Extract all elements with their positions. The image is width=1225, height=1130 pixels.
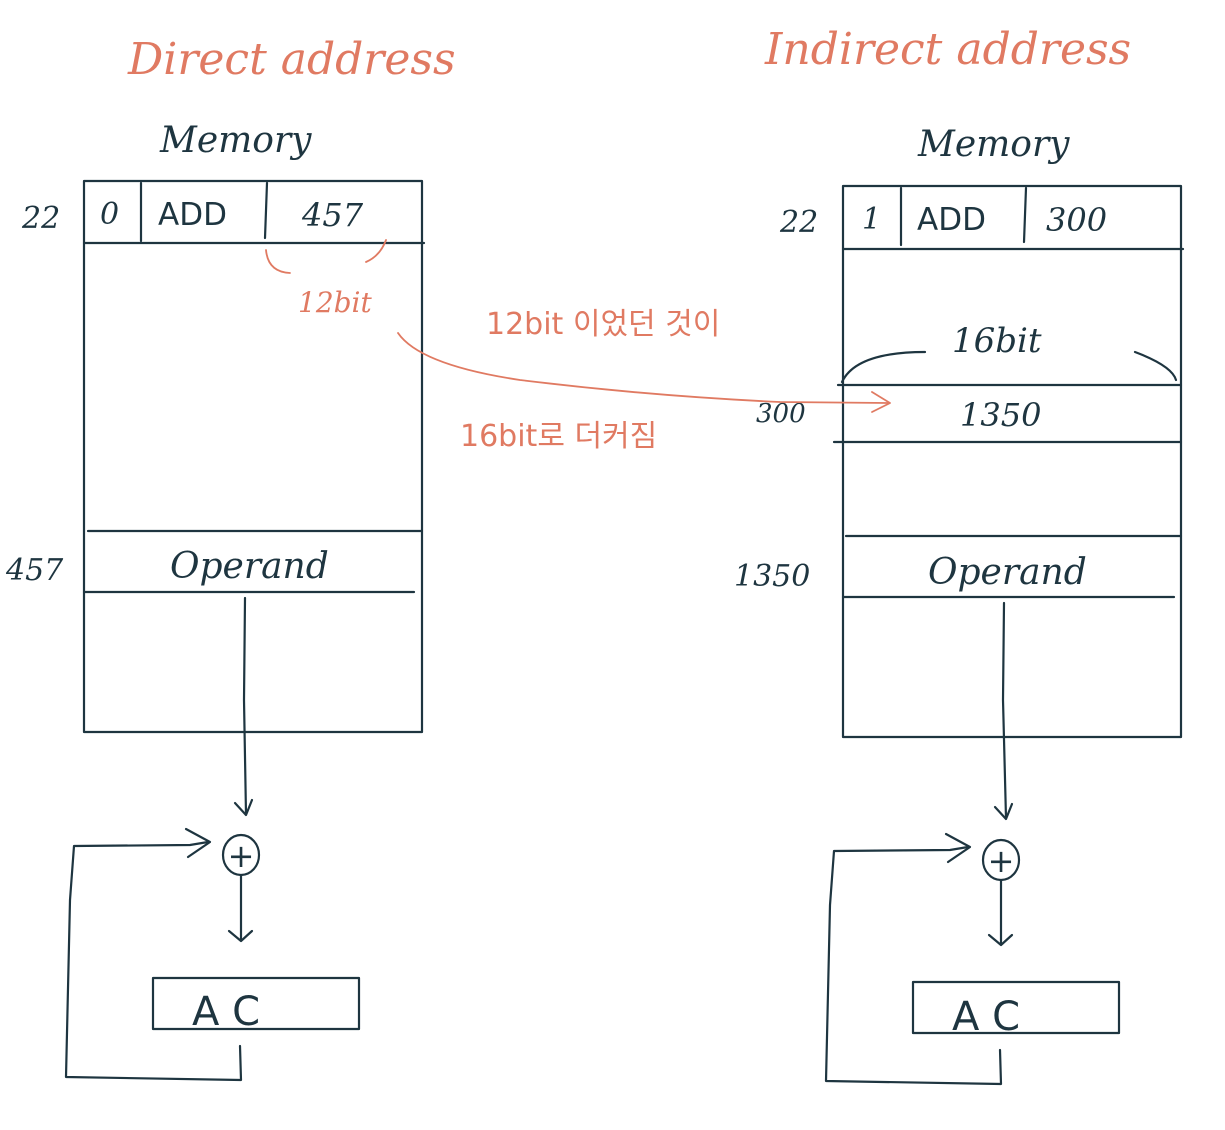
indirect-feedback-loop — [826, 847, 1001, 1084]
indirect-operand-label: Operand — [928, 552, 1087, 593]
indirect-mode-bit: 1 — [862, 202, 881, 237]
direct-operand-label: Operand — [170, 546, 329, 587]
indirect-addr-300: 300 — [756, 399, 806, 429]
indirect-field-divider-2 — [1024, 188, 1026, 242]
direct-memory-box — [84, 181, 422, 732]
indirect-adder-symbol: + — [988, 842, 1015, 880]
direct-mode-bit: 0 — [100, 197, 119, 232]
indirect-title: Indirect address — [764, 24, 1131, 75]
direct-operand-line — [244, 598, 246, 814]
direct-12bit-brace-left — [266, 250, 290, 273]
direct-operand-arrowhead — [235, 800, 252, 815]
direct-feedback-loop — [66, 842, 241, 1080]
indirect-memory-box — [843, 186, 1181, 737]
direct-addr-22: 22 — [21, 201, 60, 236]
indirect-addr-22: 22 — [779, 205, 818, 240]
direct-address-field: 457 — [301, 196, 364, 234]
direct-title: Direct address — [127, 34, 456, 85]
indirect-opcode: ADD — [917, 202, 986, 238]
direct-opcode: ADD — [158, 197, 227, 233]
indirect-ac-label: A C — [952, 994, 1020, 1040]
indirect-operand-arrowhead — [995, 804, 1012, 819]
indirect-operand-line — [1003, 603, 1006, 818]
indirect-memory-label: Memory — [917, 124, 1070, 165]
indirect-pointer-value: 1350 — [960, 396, 1041, 434]
annotation-line1: 12bit 이었던 것이 — [486, 307, 720, 342]
direct-field-divider-2 — [265, 183, 267, 238]
direct-addr-457: 457 — [5, 553, 64, 588]
direct-ac-label: A C — [192, 989, 260, 1035]
indirect-16bit-brace-left — [842, 352, 925, 382]
indirect-16bit-label: 16bit — [952, 321, 1042, 361]
annotation-arrow-line — [398, 333, 888, 403]
indirect-16bit-brace-right — [1135, 352, 1176, 380]
direct-12bit-label: 12bit — [298, 286, 373, 319]
direct-memory-label: Memory — [159, 120, 312, 161]
direct-adder-symbol: + — [228, 837, 255, 875]
annotation-line2: 16bit로 더커짐 — [460, 419, 657, 454]
indirect-address-field: 300 — [1046, 201, 1107, 239]
indirect-addr-1350: 1350 — [734, 559, 810, 594]
